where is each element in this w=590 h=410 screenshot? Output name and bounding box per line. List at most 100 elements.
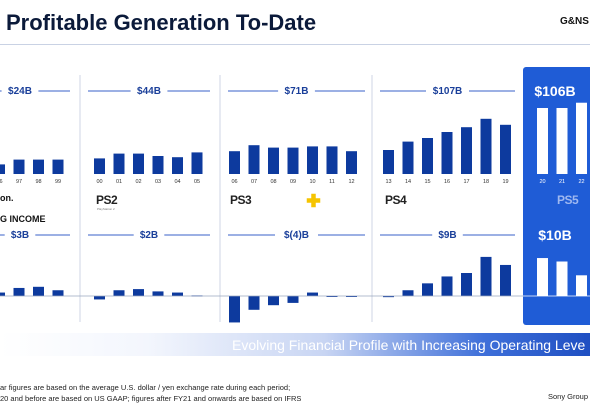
sales-bar [229,151,240,174]
x-tick-label: 21 [559,179,565,185]
footer-company: Sony Group [548,392,589,401]
income-total-label: $2B [140,230,158,241]
sales-bar [480,118,492,174]
income-bar [576,275,587,296]
x-tick-label: 16 [444,179,450,185]
x-tick-label: 06 [231,179,237,185]
ps-plus-icon [306,193,321,208]
sales-bar [133,153,144,174]
sales-bar [326,146,338,174]
ps3-logo: PS3 [230,193,252,207]
sales-bar [500,124,511,174]
income-bar [268,296,279,306]
income-bar [94,296,105,300]
x-tick-label: 98 [35,179,41,185]
income-bar [422,283,433,296]
x-tick-label: 01 [116,179,122,185]
x-tick-label: 19 [502,179,508,185]
sales-bar [576,102,587,174]
income-bar [537,258,548,296]
sales-total-label: $107B [433,86,462,97]
x-tick-label: 05 [194,179,200,185]
sales-bar [461,127,472,174]
sales-section-label: on. [0,193,14,203]
income-bar [346,296,357,297]
income-bar [441,276,453,296]
x-tick-label: 99 [55,179,61,185]
x-tick-label: 17 [463,179,469,185]
ps2-logo-sub: PlayStation 2 [97,207,115,211]
sales-bar [52,159,64,174]
income-bar [383,296,394,298]
income-bar [248,296,260,310]
ps4-logo: PS4 [385,193,407,207]
x-tick-label: 20 [539,179,545,185]
sales-bar [152,156,164,174]
sales-bar [441,132,453,174]
sales-bar [13,159,25,174]
x-tick-label: 12 [348,179,354,185]
sales-bar [402,141,414,174]
ps5-logo: PS5 [557,193,579,207]
sales-bar [248,145,260,174]
income-bar [500,264,511,296]
x-tick-label: 14 [405,179,411,185]
segment-tag: G&NS [560,16,589,27]
sales-bar [556,108,568,174]
sales-bar [0,164,5,174]
income-total-label: $10B [538,227,571,243]
sales-bar [383,150,394,174]
x-tick-label: 15 [424,179,430,185]
sales-bar [33,159,44,174]
sales-bar [191,152,203,174]
income-bar [556,261,568,296]
sales-total-label: $71B [285,86,309,97]
income-bar [402,290,414,296]
income-total-label: $3B [11,230,29,241]
sales-bar [94,158,105,174]
banner-text: Evolving Financial Profile with Increasi… [232,337,586,353]
sales-bar [307,146,318,174]
x-tick-label: 08 [270,179,276,185]
title-divider [0,44,590,45]
sales-bar [287,147,299,174]
x-tick-label: 09 [290,179,296,185]
x-tick-label: 22 [578,179,584,185]
footnote-line-2: 20 and before are based on US GAAP; figu… [0,394,302,403]
sales-total-label: $24B [8,86,32,97]
x-tick-label: 96 [0,179,3,185]
income-total-label: $9B [438,230,456,241]
income-bar [461,273,472,296]
income-bar [33,286,44,296]
sales-bar [537,108,548,174]
x-tick-label: 00 [96,179,102,185]
income-bar [52,290,64,296]
x-tick-label: 10 [309,179,315,185]
income-bar [0,292,5,296]
sales-total-label: $44B [137,86,161,97]
income-bar [307,292,318,296]
sales-bar [268,147,279,174]
income-bar [326,296,338,297]
income-bar [480,256,492,296]
income-bar [133,289,144,296]
sales-bar [172,157,183,174]
x-tick-label: 18 [483,179,489,185]
income-bar [152,291,164,296]
x-tick-label: 07 [251,179,257,185]
x-tick-label: 13 [385,179,391,185]
income-bar [287,296,299,303]
x-tick-label: 03 [155,179,161,185]
x-tick-label: 97 [16,179,22,185]
sales-bar [422,138,433,174]
banner [0,333,590,356]
x-tick-label: 04 [174,179,180,185]
x-tick-label: 11 [329,179,335,185]
sales-bar [113,153,125,174]
bar-chart: $24B $3B 96 97 98 99 $44B $2B 00 01 02 03 04 05 $71B $(… [0,75,590,323]
sales-bar [346,151,357,174]
income-total-label: $(4)B [284,230,309,241]
footnote-line-1: ar figures are based on the average U.S.… [0,383,291,392]
income-bar [113,290,125,296]
ps2-logo: PS2 [96,193,118,207]
